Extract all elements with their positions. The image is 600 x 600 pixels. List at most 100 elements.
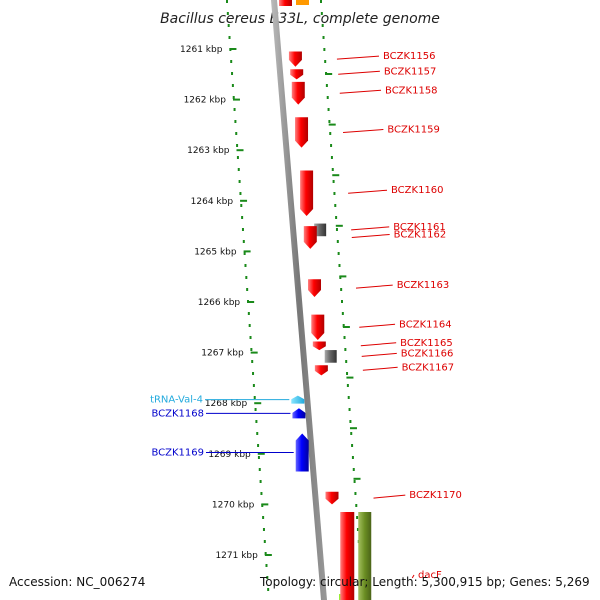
ruler-dot-right bbox=[340, 288, 343, 291]
gene-feature-dacf[interactable] bbox=[358, 511, 372, 600]
gene-label-bczk1163[interactable]: BCZK1163 bbox=[397, 280, 450, 291]
ruler-dot-right bbox=[342, 324, 345, 327]
ruler-dot-right bbox=[344, 348, 347, 351]
ruler-dot-right bbox=[339, 276, 342, 279]
ruler-dot-right bbox=[351, 444, 354, 447]
gene-label-bczk1156[interactable]: BCZK1156 bbox=[383, 51, 436, 62]
gene-label-bczk1158[interactable]: BCZK1158 bbox=[385, 85, 438, 96]
gene-leader-line bbox=[362, 366, 398, 371]
ruler-dot-left bbox=[262, 528, 265, 531]
gene-label-bczk1161[interactable]: BCZK1161 bbox=[393, 222, 446, 233]
ruler-dot-right bbox=[329, 132, 332, 135]
gene-feature-bczk1161[interactable] bbox=[314, 223, 327, 237]
ruler-dot-left bbox=[253, 396, 256, 399]
gene-label-bczk1169[interactable]: BCZK1169 bbox=[151, 448, 204, 459]
ruler-dot-right bbox=[348, 408, 351, 411]
ruler-dot-right bbox=[336, 240, 339, 243]
ruler-dot-left bbox=[227, 24, 230, 27]
gene-leader-line bbox=[351, 233, 390, 238]
gene-feature-bczk1169[interactable] bbox=[295, 433, 309, 472]
gene-feature-bczk1163[interactable] bbox=[308, 279, 322, 297]
gene-labels: BCZK1156 BCZK1157 BCZK1158 BCZK1159 BCZK1160… bbox=[150, 51, 462, 581]
ruler-tick-label: 1267 kbp bbox=[201, 349, 244, 359]
ruler-dot-left bbox=[258, 468, 261, 471]
ruler-tick-label: 1271 kbp bbox=[215, 551, 258, 561]
ruler-dot-left bbox=[236, 156, 239, 159]
ruler-dot-right bbox=[349, 420, 352, 423]
ruler-dot-right bbox=[345, 360, 348, 363]
ruler-tick-right bbox=[332, 174, 340, 177]
ruler-ticks: 1261 kbp 1262 kbp 1263 kbp 1264 kbp 1265 kbp… bbox=[180, 45, 368, 581]
ruler-dot-right bbox=[354, 492, 357, 495]
gene-leader-line bbox=[348, 189, 388, 194]
gene-label-trna-val-4[interactable]: tRNA-Val-4 bbox=[150, 395, 203, 406]
ruler-dot-left bbox=[257, 456, 260, 459]
ruler-dot-right bbox=[346, 384, 349, 387]
gene-leader-line bbox=[343, 128, 384, 133]
gene-feature-bczk1166[interactable] bbox=[324, 350, 337, 363]
gene-label-dacf[interactable]: dacF bbox=[418, 570, 442, 581]
gene-feature-bczk1168[interactable] bbox=[292, 408, 306, 419]
gene-label-bczk1157[interactable]: BCZK1157 bbox=[384, 66, 437, 77]
ruler-dot-right bbox=[325, 84, 328, 87]
ruler-dot-left bbox=[248, 324, 251, 327]
ruler-tick-left bbox=[243, 250, 251, 253]
gene-feature-bczk1157[interactable] bbox=[290, 69, 304, 80]
ruler-dot-left bbox=[234, 120, 237, 123]
ruler-tick-left bbox=[250, 351, 258, 354]
ruler-tick-left bbox=[264, 554, 272, 556]
ruler-tick-label: 1262 kbp bbox=[184, 96, 227, 106]
gene-label-bczk1170[interactable]: BCZK1170 bbox=[409, 490, 462, 501]
ruler-dot-left bbox=[238, 180, 241, 183]
genome-backbone bbox=[271, 0, 327, 600]
gene-feature-bczk1164[interactable] bbox=[311, 314, 325, 340]
ruler-dot-right bbox=[355, 504, 358, 507]
ruler-tick-left bbox=[240, 199, 248, 202]
ruler-dot-left bbox=[256, 432, 259, 435]
ruler-dot-left bbox=[267, 588, 270, 591]
gene-feature-bczk1158[interactable] bbox=[291, 81, 305, 105]
gene-feature-bczk1156[interactable] bbox=[288, 51, 302, 67]
ruler-dot-left bbox=[241, 228, 244, 231]
gene-label-bczk1167[interactable]: BCZK1167 bbox=[402, 362, 455, 373]
ruler-dot-right bbox=[322, 36, 325, 39]
ruler-dot-left bbox=[232, 96, 235, 99]
gene-feature-trna-val-4[interactable] bbox=[291, 395, 305, 404]
gene-label-bczk1160[interactable]: BCZK1160 bbox=[391, 185, 444, 196]
ruler-dot-right bbox=[335, 216, 338, 219]
gene-label-bczk1168[interactable]: BCZK1168 bbox=[151, 408, 204, 419]
ruler-dot-right bbox=[324, 60, 327, 63]
ruler-tick-left bbox=[236, 149, 244, 152]
ruler-tick-left bbox=[257, 452, 265, 455]
ruler-dot-right bbox=[330, 144, 333, 147]
gene-leader-line bbox=[351, 226, 390, 231]
gene-feature-bczk1162[interactable] bbox=[303, 226, 317, 249]
ruler-dot-right bbox=[346, 372, 349, 375]
ruler-dot-left bbox=[263, 540, 266, 543]
ruler-tick-label: 1261 kbp bbox=[180, 45, 223, 55]
gene-feature-bczk1167[interactable] bbox=[314, 365, 328, 376]
ruler-dot-left bbox=[252, 372, 255, 375]
ruler-dot-right bbox=[328, 120, 331, 123]
gene-feature-red-bottom bbox=[340, 511, 355, 600]
ruler-dot-right bbox=[331, 168, 334, 171]
gene-leader-line bbox=[355, 284, 393, 289]
gene-label-bczk1162[interactable]: BCZK1162 bbox=[394, 229, 447, 240]
ruler-dot-left bbox=[241, 216, 244, 219]
gene-leader-line bbox=[339, 89, 382, 94]
ruler-tick-right bbox=[349, 427, 357, 430]
map-title: Bacillus cereus E33L, complete genome bbox=[160, 11, 440, 27]
ruler-dot-left bbox=[226, 0, 228, 3]
gene-feature-bczk1160[interactable] bbox=[300, 170, 314, 216]
ruler-dot-left bbox=[236, 144, 239, 147]
gene-feature-bczk1165[interactable] bbox=[312, 341, 326, 351]
gene-label-bczk1166[interactable]: BCZK1166 bbox=[401, 348, 454, 359]
gene-label-bczk1164[interactable]: BCZK1164 bbox=[399, 319, 452, 330]
ruler-dot-right bbox=[341, 300, 343, 303]
gene-feature-bczk1159[interactable] bbox=[295, 117, 309, 148]
gene-label-bczk1159[interactable]: BCZK1159 bbox=[387, 124, 440, 135]
ruler-dot-left bbox=[228, 36, 231, 39]
gene-label-bczk1165[interactable]: BCZK1165 bbox=[400, 338, 453, 349]
gene-feature-bczk1170[interactable] bbox=[325, 491, 339, 505]
gene-leader-line bbox=[359, 323, 396, 328]
